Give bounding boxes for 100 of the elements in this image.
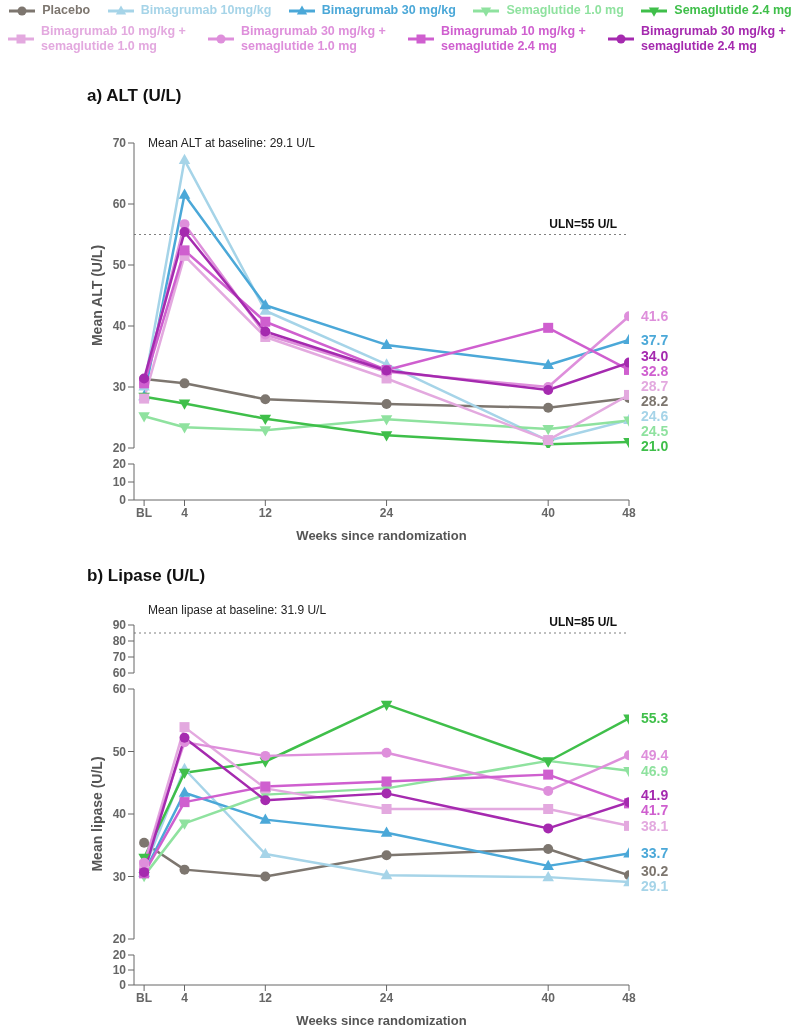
point bbox=[178, 399, 191, 410]
y-tick-label: 60 bbox=[112, 666, 127, 681]
point bbox=[179, 732, 190, 743]
x-tick-label: BL bbox=[136, 990, 153, 1005]
point bbox=[380, 431, 393, 442]
y-tick-label: 50 bbox=[112, 258, 127, 273]
point bbox=[260, 316, 271, 327]
point bbox=[259, 299, 272, 310]
point bbox=[260, 394, 271, 405]
x-axis-title: Weeks since randomization bbox=[296, 528, 467, 543]
point bbox=[543, 804, 554, 814]
y-tick-label: 30 bbox=[112, 869, 127, 884]
data-label: 49.4 bbox=[641, 747, 669, 764]
point bbox=[380, 700, 393, 711]
point bbox=[380, 338, 393, 349]
point bbox=[179, 378, 190, 389]
y-tick-label: 10 bbox=[112, 963, 127, 978]
point bbox=[542, 425, 554, 436]
point bbox=[259, 847, 272, 858]
point bbox=[543, 823, 554, 834]
point bbox=[380, 869, 393, 880]
point bbox=[381, 399, 392, 410]
point bbox=[381, 776, 392, 787]
data-label: 46.9 bbox=[641, 762, 669, 779]
y-tick-label: 70 bbox=[112, 136, 127, 151]
ref-line-label: ULN=55 U/L bbox=[549, 216, 617, 231]
legend-label: Placebo bbox=[42, 3, 91, 18]
legend-label: Semaglutide 2.4 mg bbox=[674, 3, 792, 18]
data-label: 21.0 bbox=[641, 438, 669, 455]
y-tick-label: 70 bbox=[112, 650, 127, 665]
x-tick-label: 4 bbox=[181, 990, 189, 1005]
y-tick-label: 0 bbox=[119, 493, 127, 508]
data-label: 28.2 bbox=[641, 393, 669, 410]
data-label: 30.2 bbox=[641, 863, 669, 880]
point bbox=[543, 844, 554, 854]
legend-label: Semaglutide 1.0 mg bbox=[506, 3, 624, 18]
x-tick-label: 24 bbox=[379, 505, 394, 520]
y-tick-label: 10 bbox=[112, 475, 127, 490]
data-label: 41.6 bbox=[641, 308, 669, 325]
y-tick-label: 40 bbox=[112, 319, 127, 334]
y-tick-label: 60 bbox=[112, 197, 127, 212]
point bbox=[381, 747, 392, 758]
x-tick-label: BL bbox=[136, 505, 153, 520]
data-label: 34.0 bbox=[641, 348, 669, 365]
x-tick-label: 12 bbox=[258, 990, 273, 1005]
point bbox=[179, 245, 190, 256]
x-tick-label: 40 bbox=[541, 990, 556, 1005]
data-label: 55.3 bbox=[641, 710, 669, 727]
y-tick-label: 50 bbox=[112, 744, 127, 759]
point bbox=[178, 819, 191, 830]
point bbox=[543, 385, 554, 396]
x-tick-label: 12 bbox=[258, 505, 273, 520]
point bbox=[178, 786, 191, 797]
y-tick-label: 80 bbox=[112, 634, 127, 649]
y-tick-label: 30 bbox=[112, 380, 127, 395]
y-axis-title: Mean lipase (U/L) bbox=[89, 756, 105, 872]
point bbox=[260, 750, 271, 761]
point bbox=[138, 412, 150, 423]
data-label: 28.7 bbox=[641, 378, 669, 395]
legend-label: Bimagrumab 30 mg/kg + semaglutide 1.0 mg bbox=[241, 24, 387, 54]
text: Mean lipase at baseline: 31.9 U/L bbox=[148, 603, 327, 617]
y-axis-title: Mean ALT (U/L) bbox=[89, 244, 105, 347]
data-label: 24.5 bbox=[641, 423, 669, 440]
point bbox=[178, 153, 191, 165]
point bbox=[381, 788, 392, 799]
point bbox=[139, 837, 150, 848]
point bbox=[179, 227, 190, 238]
point bbox=[178, 188, 191, 199]
point bbox=[259, 813, 272, 824]
legend-label: Bimagrumab 30 mg/kg bbox=[321, 3, 456, 18]
data-label: 33.7 bbox=[641, 845, 669, 862]
point bbox=[380, 826, 393, 837]
y-tick-label: 20 bbox=[112, 441, 127, 456]
point bbox=[259, 426, 272, 437]
ref-line-label: ULN=85 U/L bbox=[549, 615, 617, 629]
legend-label: Bimagrumab 30 mg/kg + semaglutide 2.4 mg bbox=[641, 24, 787, 54]
data-label: 37.7 bbox=[641, 332, 669, 349]
data-label: 24.6 bbox=[641, 408, 669, 425]
x-axis-title: Weeks since randomization bbox=[296, 1013, 467, 1028]
point bbox=[179, 722, 190, 733]
point bbox=[543, 402, 554, 413]
y-tick-label: 40 bbox=[112, 807, 127, 822]
legend-label: Bimagrumab 10mg/kg bbox=[140, 3, 272, 18]
y-tick-label: 60 bbox=[112, 682, 127, 697]
data-label: 29.1 bbox=[641, 878, 669, 895]
legend-label: Bimagrumab 10 mg/kg + semaglutide 2.4 mg bbox=[441, 24, 587, 54]
point bbox=[178, 423, 191, 434]
point bbox=[543, 769, 554, 780]
annotation: Mean ALT at baseline: 29.1 U/L bbox=[148, 136, 315, 150]
point bbox=[542, 358, 554, 370]
y-tick-label: 0 bbox=[119, 978, 127, 993]
data-label: 41.9 bbox=[641, 787, 669, 804]
point bbox=[381, 804, 392, 814]
data-label: 41.7 bbox=[641, 802, 669, 819]
point bbox=[542, 870, 554, 882]
x-tick-label: 48 bbox=[622, 505, 636, 520]
point bbox=[542, 859, 554, 870]
point bbox=[260, 871, 271, 882]
data-label: 38.1 bbox=[641, 817, 669, 834]
x-tick-label: 4 bbox=[181, 505, 189, 520]
